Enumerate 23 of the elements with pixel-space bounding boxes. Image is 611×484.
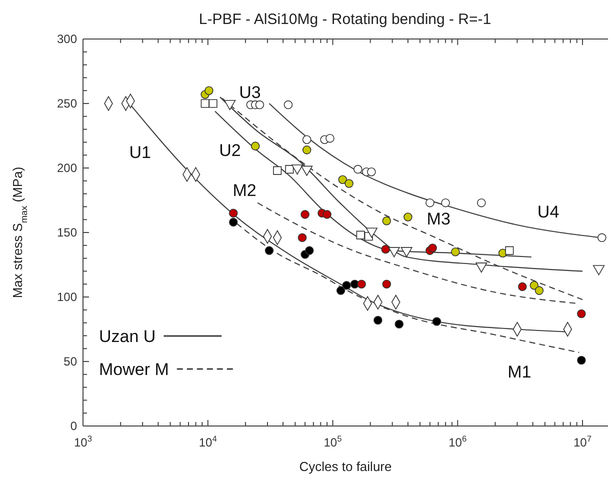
chart-title: L-PBF - AlSi10Mg - Rotating bending - R=-1 — [198, 11, 492, 28]
y-tick-label: 50 — [64, 354, 78, 368]
x-tick-label: 10$^{7}$ — [573, 434, 592, 450]
y-tick-label: 150 — [56, 225, 78, 240]
x-axis-title: Cycles to failure — [299, 459, 392, 474]
y-tick-label: 0 — [70, 418, 78, 433]
annotation: Mower M — [99, 360, 169, 379]
y-tick-label: 200 — [56, 160, 78, 175]
x-tick-label: 10$^{6}$ — [448, 434, 467, 450]
annotation: Uzan U — [99, 327, 156, 346]
x-tick-label: 10$^{5}$ — [324, 434, 342, 450]
y-tick-label: 300 — [56, 32, 78, 46]
y-tick-label: 100 — [56, 290, 78, 304]
series-label: U1 — [129, 143, 151, 162]
series-label: M2 — [232, 180, 256, 200]
y-tick-label: 250 — [56, 96, 78, 110]
x-tick-label: 10$^{3}$ — [74, 434, 92, 450]
series-label: M1 — [508, 362, 532, 382]
series-label: M3 — [426, 210, 450, 229]
x-tick-label: 10$^{4}$ — [198, 434, 218, 450]
series-label: U2 — [219, 141, 241, 160]
series-label: U4 — [537, 202, 560, 222]
series-label: U3 — [239, 83, 261, 102]
